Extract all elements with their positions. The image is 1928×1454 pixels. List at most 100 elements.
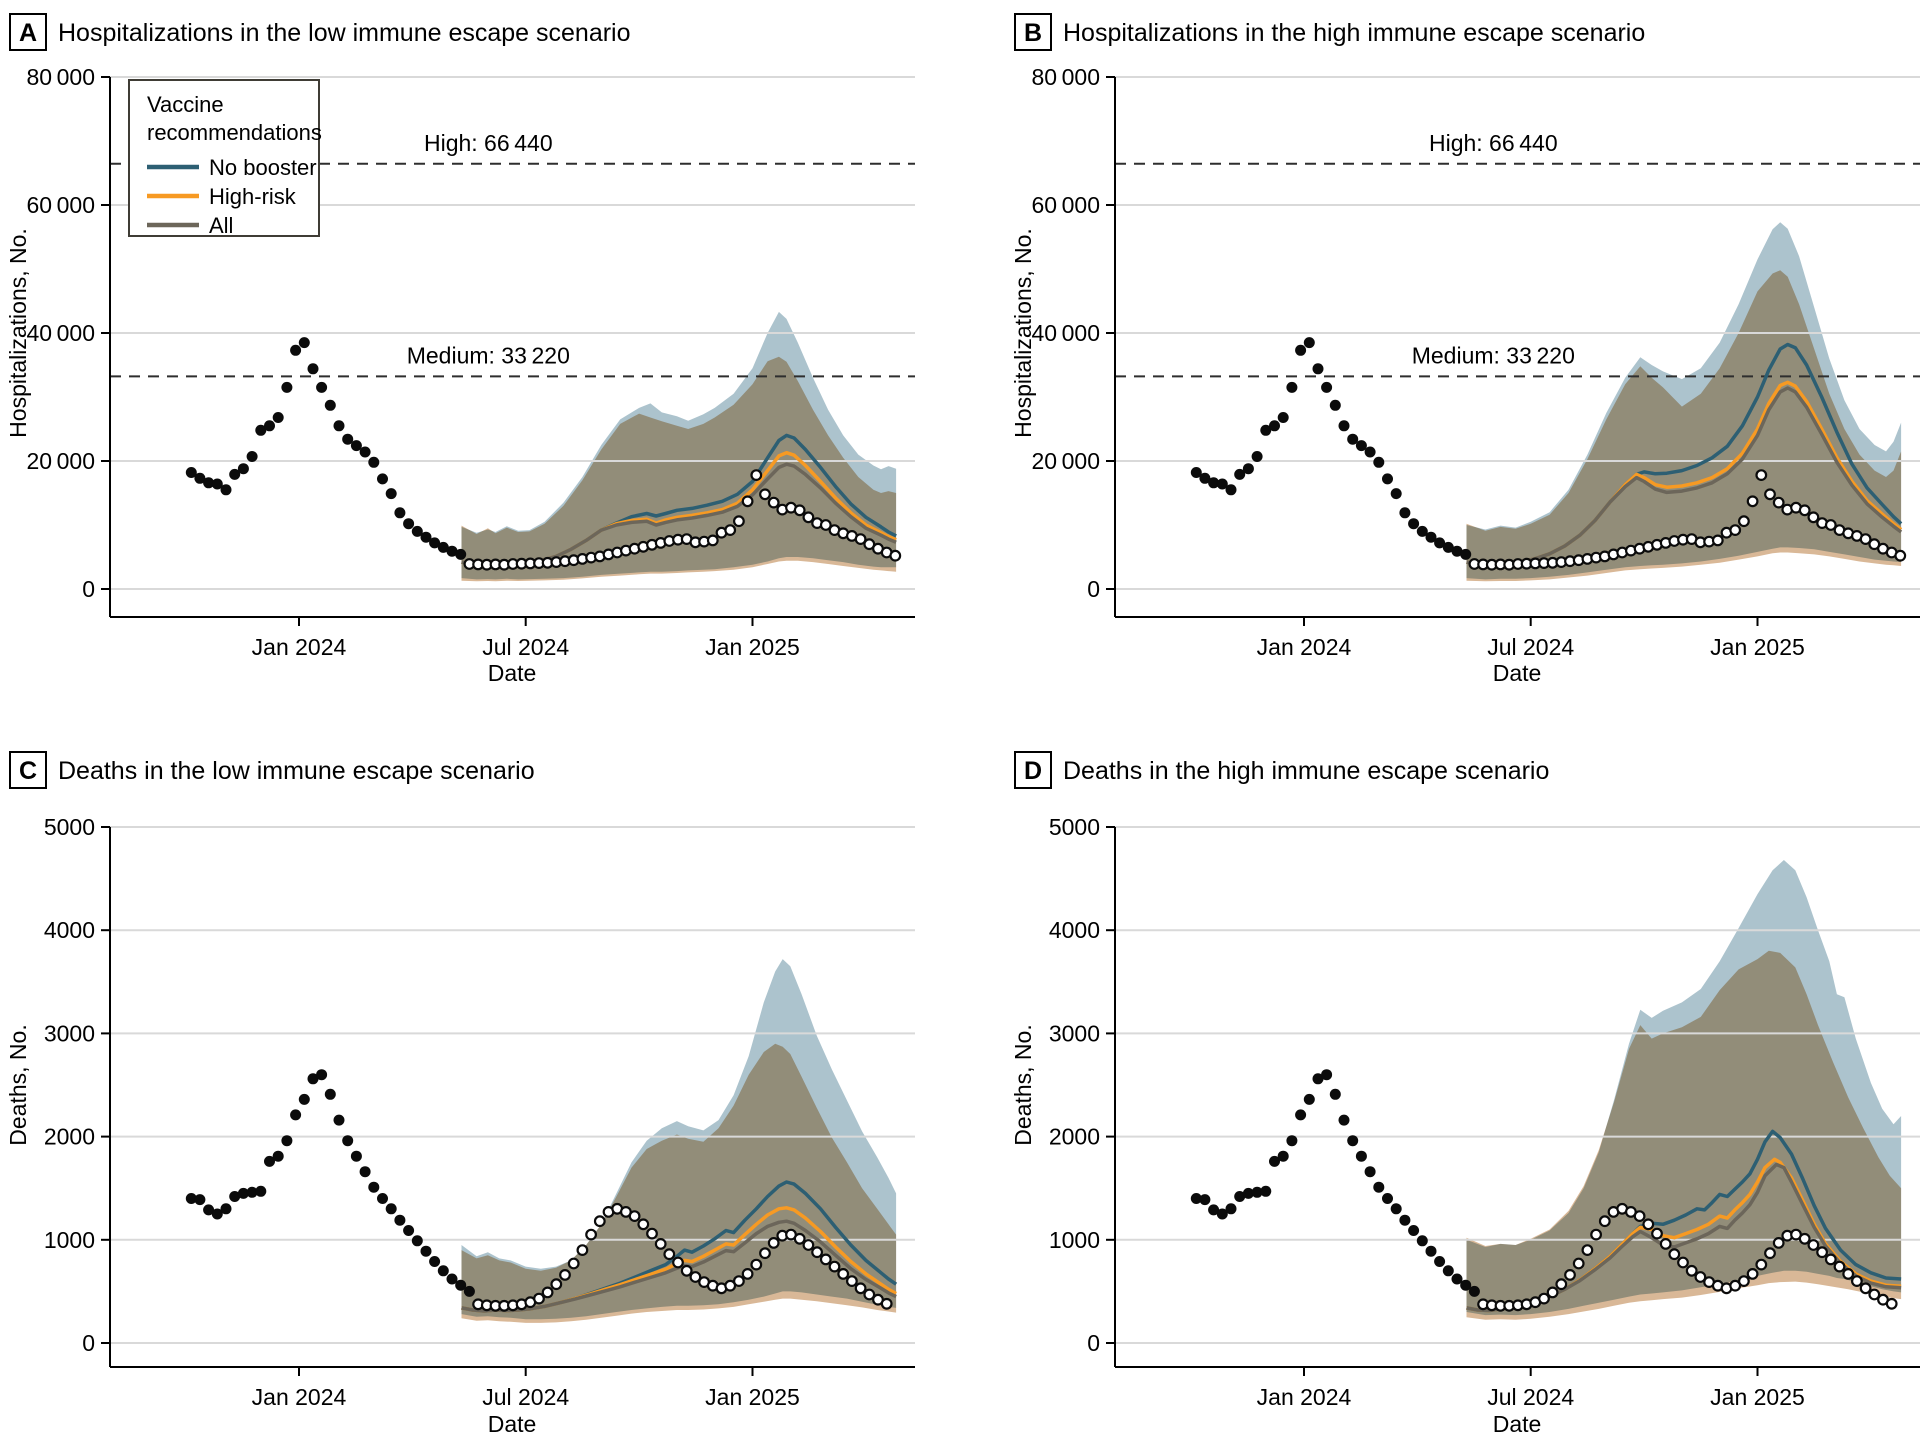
observed-dot-filled: [359, 1166, 371, 1178]
observed-dot-open: [663, 1248, 676, 1261]
observed-dot-open: [1677, 1256, 1689, 1269]
observed-dot-filled: [429, 1256, 441, 1267]
observed-dot-filled: [246, 1186, 258, 1198]
observed-dot-open: [767, 496, 780, 509]
static-labels: A Hospitalizations in the low immune esc…: [5, 13, 1645, 1437]
x-axis-title: Date: [488, 660, 537, 686]
observed-dot-filled: [1199, 1194, 1211, 1206]
observed-dot-filled: [194, 472, 206, 484]
observed-dot-filled: [264, 1155, 275, 1167]
observed-dot-open: [863, 538, 876, 551]
observed-dot-open: [567, 1257, 580, 1270]
observed-dot-filled: [316, 381, 328, 393]
observed-dot-open: [1764, 488, 1776, 501]
observed-dot-filled: [429, 537, 441, 549]
observed-dot-open: [689, 1271, 702, 1283]
observed-dot-open: [576, 1244, 589, 1256]
observed-dot-open: [802, 511, 815, 524]
observed-dot-filled: [237, 463, 249, 475]
y-axis-title: Deaths, No.: [5, 1024, 31, 1145]
observed-dot-filled: [455, 548, 467, 560]
observed-dot-open: [1755, 469, 1768, 482]
x-tick-label: Jan 2024: [1257, 1384, 1352, 1410]
observed-dot-filled: [1242, 463, 1254, 475]
observed-dot-filled: [290, 1109, 302, 1121]
y-tick-label: 3000: [44, 1020, 95, 1046]
y-tick-label: 1000: [1049, 1227, 1100, 1253]
x-tick-label: Jan 2025: [705, 1384, 800, 1410]
observed-dot-filled: [1364, 1166, 1376, 1178]
observed-dot-open: [541, 1286, 554, 1299]
observed-dot-filled: [377, 1193, 388, 1204]
plot-area-panel-b: High: 66 440 Medium: 33 220 80 000 60 000 40…: [1031, 64, 1920, 660]
observed-dot-filled: [272, 412, 284, 423]
observed-dot-filled: [1329, 399, 1341, 411]
panel-title: Deaths in the high immune escape scenari…: [1063, 757, 1549, 785]
observed-dot-filled: [1277, 1150, 1289, 1162]
observed-dot-open: [1807, 511, 1820, 524]
x-axis-title: Date: [1493, 660, 1542, 686]
observed-dot-open: [880, 1297, 893, 1310]
observed-dot-filled: [1451, 1273, 1463, 1285]
observed-dot-filled: [1460, 548, 1472, 560]
observed-dot-open: [741, 1267, 754, 1280]
y-tick-label: 2000: [1049, 1124, 1100, 1150]
observed-dot-open: [1572, 1257, 1585, 1270]
observed-dot-open: [793, 1232, 806, 1245]
observed-dot-open: [1772, 1236, 1785, 1249]
observed-dot-filled: [394, 1214, 406, 1226]
x-tick-label: Jan 2025: [1710, 634, 1805, 660]
x-axis-title: Date: [488, 1411, 537, 1437]
observed-dot-filled: [403, 1225, 415, 1236]
observed-dot-open: [1685, 1264, 1698, 1277]
observed-dot-open: [1633, 1210, 1646, 1222]
observed-dot-filled: [307, 363, 319, 375]
observed-dot-open: [741, 495, 754, 508]
observed-dot-filled: [1390, 488, 1402, 500]
observed-dot-open: [811, 1246, 823, 1259]
y-tick-label: 3000: [1049, 1020, 1100, 1046]
observed-dot-filled: [1390, 1203, 1402, 1215]
observed-dot-filled: [185, 467, 197, 478]
observed-dot-open: [1746, 495, 1759, 508]
observed-dot-filled: [1460, 1279, 1472, 1291]
observed-dot-open: [593, 1215, 606, 1228]
observed-dot-filled: [1269, 420, 1280, 432]
panel-a-header: A Hospitalizations in the low immune esc…: [9, 13, 631, 51]
threshold-label: High: 66 440: [1429, 130, 1558, 156]
observed-dot-open: [1737, 515, 1750, 528]
observed-dot-filled: [333, 420, 345, 432]
observed-dot-filled: [264, 420, 275, 432]
observed-dot-filled: [1347, 433, 1359, 445]
observed-dot-filled: [1408, 518, 1420, 530]
observed-dot-open: [1824, 1253, 1837, 1266]
observed-dot-filled: [1312, 1073, 1324, 1085]
observed-dot-open: [1816, 1246, 1828, 1259]
observed-dot-filled: [1355, 440, 1367, 452]
uncertainty-band-recommendation-interval: [461, 1043, 897, 1323]
observed-dot-open: [1729, 1279, 1742, 1292]
observed-dot-filled: [1399, 507, 1411, 519]
observed-dot-filled: [394, 507, 406, 519]
y-tick-label: 40 000: [1031, 320, 1100, 346]
observed-dot-open: [1746, 1267, 1759, 1280]
plot-area-panel-d: 5000 4000 3000 2000 1000 0 Jan 2024 Jul 2024 Jan…: [1049, 814, 1920, 1410]
legend-label-no-booster: No booster: [209, 155, 317, 180]
observed-dot-filled: [281, 381, 293, 393]
observed-dot-open: [1598, 1215, 1611, 1228]
x-axis-title: Date: [1493, 1411, 1542, 1437]
observed-dot-open: [819, 1253, 832, 1266]
observed-dot-filled: [342, 433, 354, 445]
observed-dot-filled: [1434, 1256, 1446, 1267]
observed-dot-filled: [185, 1193, 197, 1204]
observed-dot-filled: [1190, 467, 1202, 478]
panel-c-header: C Deaths in the low immune escape scenar…: [9, 751, 535, 789]
observed-dot-filled: [307, 1073, 319, 1085]
observed-dot-open: [759, 1247, 771, 1260]
y-tick-label: 5000: [44, 814, 95, 840]
observed-dot-open: [1868, 1288, 1881, 1301]
observed-dot-filled: [203, 477, 215, 489]
observed-dot-open: [559, 1268, 571, 1281]
observed-dot-filled: [333, 1114, 345, 1126]
